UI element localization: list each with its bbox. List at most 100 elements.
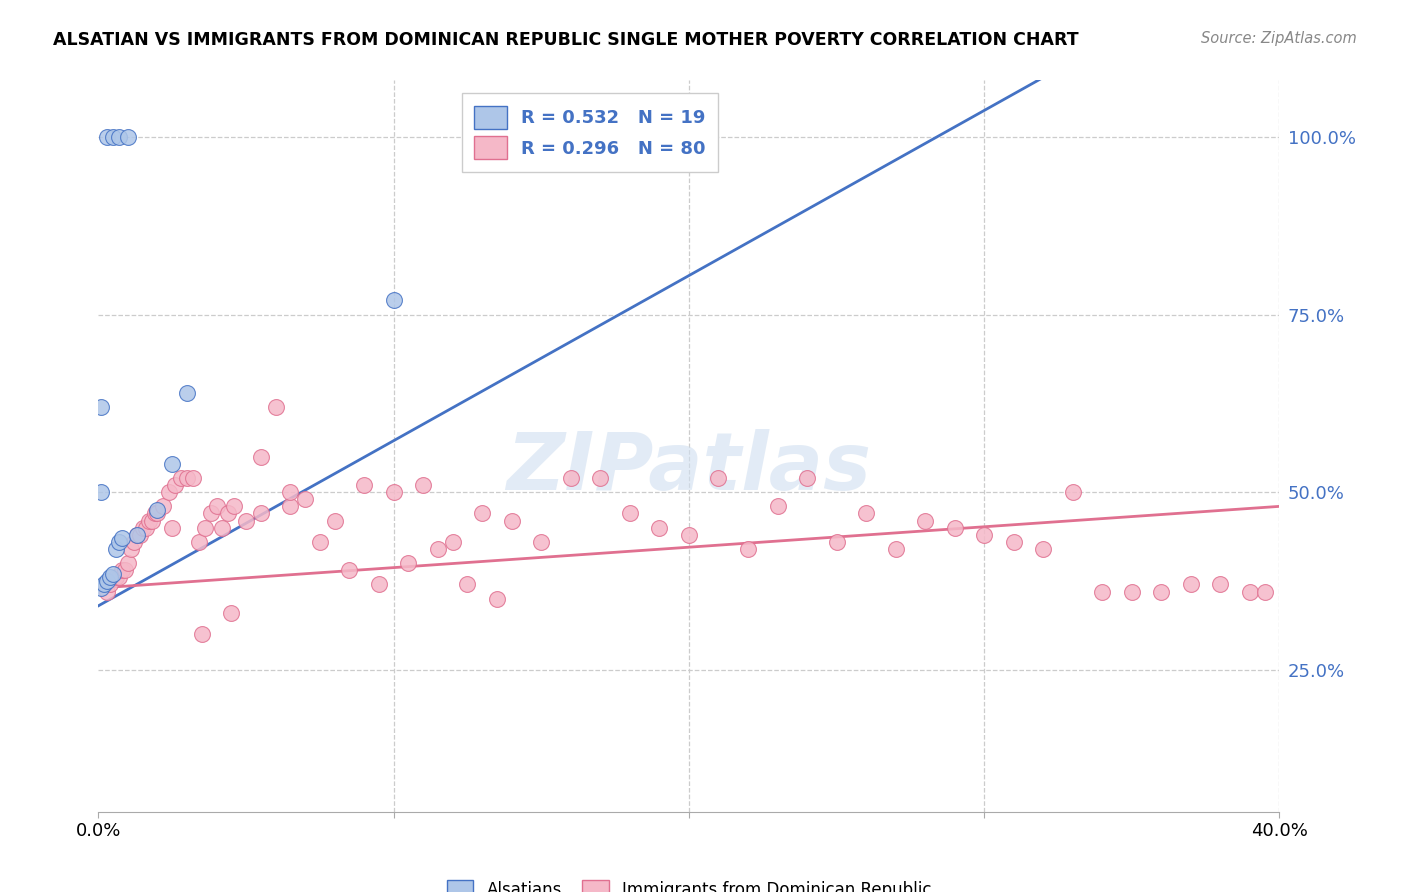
Point [122,534,145,549]
Point [382,293,405,308]
Point [162,521,183,535]
Point [1209,577,1232,591]
Point [111,531,134,545]
Point [111,563,134,577]
Point [560,471,582,485]
Point [90,581,112,595]
Legend: Alsatians, Immigrants from Dominican Republic: Alsatians, Immigrants from Dominican Rep… [439,871,939,892]
Point [678,528,700,542]
Point [105,541,128,556]
Point [796,471,818,485]
Point [103,130,125,145]
Point [205,500,228,514]
Point [339,563,361,577]
Point [152,500,174,514]
Point [353,478,375,492]
Point [125,528,148,542]
Point [165,478,187,492]
Point [157,485,180,500]
Point [235,514,257,528]
Point [973,528,995,542]
Point [737,541,759,556]
Point [191,627,214,641]
Point [619,507,641,521]
Point [90,485,112,500]
Point [93,577,115,591]
Point [217,507,239,521]
Point [250,450,273,464]
Point [501,514,523,528]
Point [457,577,479,591]
Point [280,500,302,514]
Point [98,577,121,591]
Point [141,514,163,528]
Point [194,521,217,535]
Point [471,507,494,521]
Point [105,570,128,584]
Point [884,541,907,556]
Point [427,541,450,556]
Point [146,503,169,517]
Point [825,534,848,549]
Point [96,574,118,588]
Point [90,400,112,414]
Point [1239,584,1261,599]
Point [1062,485,1084,500]
Point [589,471,612,485]
Point [1180,577,1202,591]
Point [1121,584,1143,599]
Point [181,471,204,485]
Point [120,541,142,556]
Point [1032,541,1054,556]
Point [143,507,166,521]
Point [412,478,434,492]
Point [108,570,131,584]
Point [96,130,118,145]
Point [187,534,209,549]
Point [135,521,157,535]
Point [117,556,139,570]
Point [224,500,246,514]
Point [162,457,183,471]
Point [1091,584,1114,599]
Text: ZIPatlas: ZIPatlas [506,429,872,507]
Point [170,471,193,485]
Point [382,485,405,500]
Point [108,534,131,549]
Point [648,521,671,535]
Point [250,507,273,521]
Point [323,514,346,528]
Point [176,471,198,485]
Point [114,563,136,577]
Point [221,606,243,620]
Point [125,528,148,542]
Point [1150,584,1173,599]
Point [138,514,160,528]
Point [707,471,730,485]
Point [943,521,966,535]
Point [486,591,509,606]
Point [96,584,118,599]
Point [211,521,233,535]
Point [200,507,222,521]
Point [398,556,420,570]
Point [280,485,302,500]
Point [117,130,139,145]
Point [146,507,169,521]
Point [530,534,553,549]
Point [98,570,121,584]
Point [1002,534,1025,549]
Point [309,534,332,549]
Point [103,566,125,581]
Point [108,130,131,145]
Point [914,514,936,528]
Point [128,528,150,542]
Point [132,521,155,535]
Point [368,577,391,591]
Point [766,500,789,514]
Point [294,492,316,507]
Point [855,507,877,521]
Point [176,385,198,400]
Text: Source: ZipAtlas.com: Source: ZipAtlas.com [1201,31,1357,46]
Point [264,400,287,414]
